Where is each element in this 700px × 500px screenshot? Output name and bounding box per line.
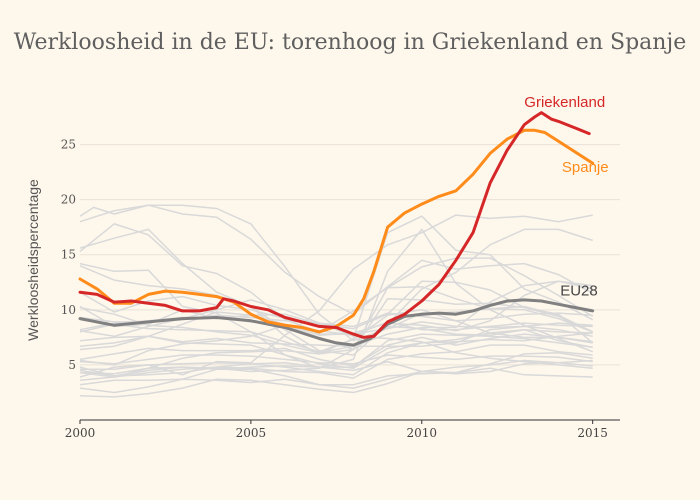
background-series-line bbox=[79, 354, 593, 365]
y-tick-label: 20 bbox=[61, 193, 76, 207]
background-series-line bbox=[79, 280, 593, 354]
series-label-griekenland: Griekenland bbox=[524, 94, 605, 111]
background-series-line bbox=[79, 257, 594, 377]
series-label-spanje: Spanje bbox=[562, 159, 609, 176]
background-series-line bbox=[79, 352, 593, 394]
background-series-line bbox=[79, 359, 593, 398]
background-series-line bbox=[79, 359, 593, 378]
y-tick-label: 15 bbox=[61, 248, 76, 262]
background-series-line bbox=[79, 328, 593, 369]
x-tick-label: 2010 bbox=[406, 426, 437, 440]
x-tick-label: 2000 bbox=[65, 426, 96, 440]
background-series-line bbox=[79, 204, 594, 342]
y-tick-label: 10 bbox=[61, 303, 76, 317]
x-tick-label: 2005 bbox=[236, 426, 267, 440]
series-labels: Griekenland Spanje EU28 bbox=[524, 94, 608, 299]
background-series-line bbox=[79, 299, 593, 369]
background-series-line bbox=[79, 214, 593, 378]
background-series-line bbox=[79, 367, 593, 386]
background-series-line bbox=[79, 223, 593, 333]
background-series-line bbox=[79, 344, 593, 382]
background-series-line bbox=[79, 291, 593, 338]
axes: 5 10 15 20 25 2000 2005 2010 2015 bbox=[61, 138, 620, 440]
series-line-griekenland bbox=[78, 111, 591, 339]
y-axis-label: Werkloosheidspercentage bbox=[25, 179, 41, 341]
background-series-line bbox=[79, 333, 593, 377]
y-tick-label: 5 bbox=[68, 358, 76, 372]
background-series-line bbox=[79, 204, 594, 315]
background-series-line bbox=[79, 228, 593, 356]
y-tick-label: 25 bbox=[61, 138, 76, 152]
series-label-eu28: EU28 bbox=[560, 283, 598, 300]
background-series-line bbox=[80, 332, 593, 376]
chart-title: Werkloosheid in de EU: torenhoog in Grie… bbox=[14, 30, 687, 55]
x-tick-label: 2015 bbox=[577, 426, 608, 440]
highlight-series-group bbox=[78, 111, 595, 347]
background-series-line bbox=[79, 325, 593, 375]
series-line-eu28 bbox=[78, 298, 595, 347]
